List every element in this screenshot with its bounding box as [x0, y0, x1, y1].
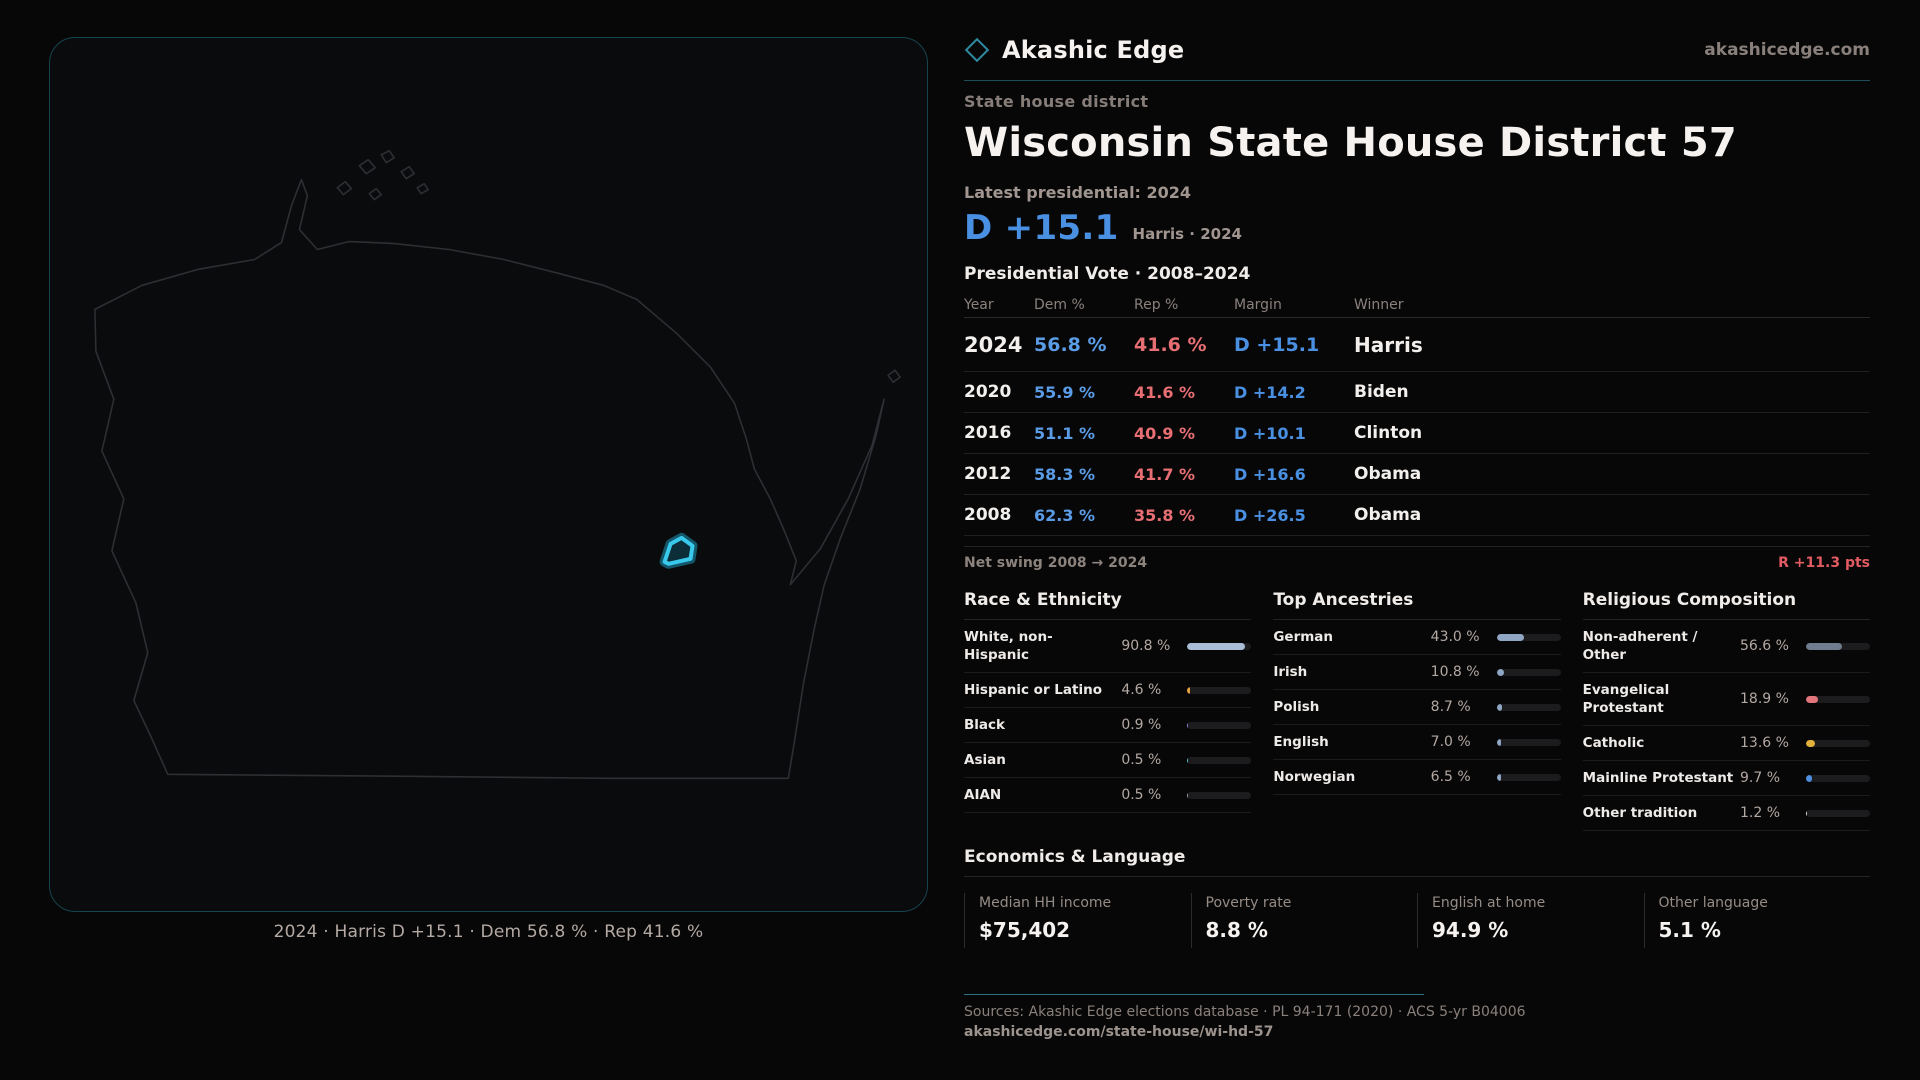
demographic-row: Black 0.9 %	[964, 708, 1252, 743]
bar-fill	[1187, 642, 1246, 650]
demographic-row: Evangelical Protestant 18.9 %	[1582, 673, 1870, 726]
section-title: Religious Composition	[1582, 590, 1870, 620]
demographic-row: Other tradition 1.2 %	[1582, 796, 1870, 831]
district-type-kicker: State house district	[964, 92, 1149, 111]
economics-section-title: Economics & Language	[964, 847, 1870, 877]
table-row: 2020 55.9 % 41.6 % D +14.2 Biden	[964, 372, 1870, 413]
net-swing-label: Net swing 2008 → 2024	[964, 554, 1148, 571]
demographic-row: Polish 8.7 %	[1273, 690, 1561, 725]
demographic-row: Non-adherent / Other 56.6 %	[1582, 620, 1870, 673]
bar-fill	[1187, 686, 1191, 694]
bar-track	[1806, 642, 1870, 650]
demographic-row: Hispanic or Latino 4.6 %	[964, 673, 1252, 708]
brand-header: Akashic Edge akashicedge.com	[964, 28, 1870, 72]
header-divider	[964, 80, 1870, 81]
wisconsin-map	[94, 149, 901, 780]
bar-track	[1187, 642, 1252, 650]
diamond-logo-icon	[964, 37, 990, 63]
race-ethnicity-section: Race & Ethnicity White, non-Hispanic 90.…	[964, 590, 1252, 831]
table-row: 2012 58.3 % 41.7 % D +16.6 Obama	[964, 454, 1870, 495]
bar-track	[1496, 703, 1561, 711]
district-highlight	[659, 532, 698, 569]
net-swing-row: Net swing 2008 → 2024 R +11.3 pts	[964, 546, 1870, 578]
stat-card: Other language 5.1 %	[1643, 893, 1871, 948]
bar-track	[1187, 791, 1252, 799]
sources-text: Sources: Akashic Edge elections database…	[964, 1004, 1526, 1020]
permalink[interactable]: akashicedge.com/state-house/wi-hd-57	[964, 1024, 1274, 1040]
bar-fill	[1806, 739, 1815, 747]
presidential-vote-table: Year Dem % Rep % Margin Winner 2024 56.8…	[964, 292, 1870, 536]
demographic-row: Irish 10.8 %	[1273, 655, 1561, 690]
religion-section: Religious Composition Non-adherent / Oth…	[1582, 590, 1870, 831]
bar-fill	[1496, 703, 1503, 711]
demographic-row: German 43.0 %	[1273, 620, 1561, 655]
bar-track	[1496, 773, 1561, 781]
economics-stats: Median HH income $75,402 Poverty rate 8.…	[964, 893, 1870, 948]
col-header-year: Year	[964, 296, 994, 313]
table-row: 2016 51.1 % 40.9 % D +10.1 Clinton	[964, 413, 1870, 454]
stat-card: English at home 94.9 %	[1417, 893, 1644, 948]
demographics-grid: Race & Ethnicity White, non-Hispanic 90.…	[964, 590, 1870, 831]
brand-name: Akashic Edge	[1002, 36, 1185, 64]
bar-track	[1806, 739, 1870, 747]
bar-fill	[1806, 809, 1807, 817]
wisconsin-outline	[94, 178, 885, 780]
bar-track	[1496, 738, 1561, 746]
bar-track	[1187, 686, 1252, 694]
stat-card: Poverty rate 8.8 %	[1190, 893, 1418, 948]
net-swing-value: R +11.3 pts	[1778, 554, 1870, 571]
demographic-row: Norwegian 6.5 %	[1273, 760, 1561, 795]
brand-site-link[interactable]: akashicedge.com	[1704, 40, 1870, 60]
bar-fill	[1496, 738, 1502, 746]
bar-track	[1806, 774, 1870, 782]
demographic-row: Catholic 13.6 %	[1582, 726, 1870, 761]
section-title: Race & Ethnicity	[964, 590, 1252, 620]
report-panel: Akashic Edge akashicedge.com State house…	[964, 28, 1870, 1040]
demographic-row: White, non-Hispanic 90.8 %	[964, 620, 1252, 673]
headline-margin-row: D +15.1 Harris · 2024	[964, 208, 1870, 248]
apostle-islands	[336, 149, 901, 384]
bar-fill	[1187, 721, 1188, 729]
demographic-row: AIAN 0.5 %	[964, 778, 1252, 813]
bar-fill	[1496, 773, 1501, 781]
page-title: Wisconsin State House District 57	[964, 120, 1737, 166]
col-header-winner: Winner	[1354, 296, 1404, 313]
ancestries-section: Top Ancestries German 43.0 % Irish 10.8 …	[1273, 590, 1561, 831]
demographic-row: English 7.0 %	[1273, 725, 1561, 760]
bar-fill	[1806, 642, 1843, 650]
vote-table-title: Presidential Vote · 2008–2024	[964, 264, 1251, 284]
section-title: Top Ancestries	[1273, 590, 1561, 620]
col-header-dem: Dem %	[1034, 296, 1085, 313]
demographic-row: Mainline Protestant 9.7 %	[1582, 761, 1870, 796]
col-header-margin: Margin	[1234, 296, 1282, 313]
col-header-rep: Rep %	[1134, 296, 1179, 313]
latest-presidential-label: Latest presidential: 2024	[964, 183, 1192, 202]
headline-margin-detail: Harris · 2024	[1132, 225, 1242, 243]
stat-card: Median HH income $75,402	[964, 893, 1191, 948]
bar-track	[1806, 695, 1870, 703]
bar-track	[1496, 668, 1561, 676]
footer-divider	[964, 994, 1424, 995]
bar-track	[1496, 633, 1561, 641]
table-row: 2008 62.3 % 35.8 % D +26.5 Obama	[964, 495, 1870, 536]
map-caption: 2024 · Harris D +15.1 · Dem 56.8 % · Rep…	[273, 922, 704, 942]
district-map-panel	[49, 37, 928, 912]
table-row: 2024 56.8 % 41.6 % D +15.1 Harris	[964, 318, 1870, 372]
demographic-row: Asian 0.5 %	[964, 743, 1252, 778]
bar-track	[1187, 756, 1252, 764]
bar-track	[1187, 721, 1252, 729]
bar-fill	[1806, 695, 1819, 703]
headline-margin-value: D +15.1	[964, 208, 1119, 248]
bar-track	[1806, 809, 1870, 817]
bar-fill	[1496, 633, 1525, 641]
bar-fill	[1496, 668, 1504, 676]
table-header-row: Year Dem % Rep % Margin Winner	[964, 292, 1870, 318]
bar-fill	[1806, 774, 1813, 782]
